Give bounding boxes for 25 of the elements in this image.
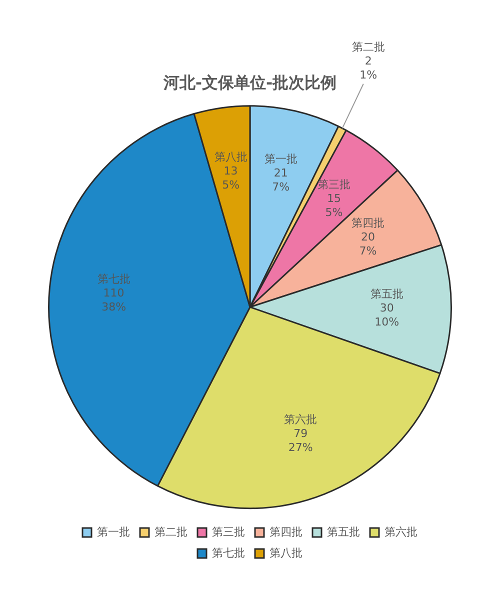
legend-label: 第二批 [154,525,188,538]
data-label: 30 10% [374,301,400,328]
slice-label: 第四批 [352,216,385,230]
slice-label: 第八批 [214,150,248,164]
data-label: 20 7% [359,230,377,258]
data-label: 15 5% [325,192,343,219]
data-label: 110 38% [102,286,126,314]
legend-label: 第一批 [97,525,130,538]
slice-label: 第六批 [284,413,318,426]
data-label: 79 27% [288,427,313,454]
slice-label: 第一批 [264,152,298,166]
data-label: 13 5% [222,164,240,192]
data-label: 2 1% [360,54,378,82]
text: 河北-文保单位-批次比例 [162,72,337,92]
legend-label: 第五批 [327,525,360,538]
slice-label: 第二批 [352,40,385,54]
slice-label: 第五批 [370,287,404,300]
data-label: 21 7% [272,166,290,194]
slice-label: 第七批 [97,272,130,286]
legend-label: 第三批 [212,525,245,538]
slice-label: 第三批 [317,178,350,191]
legend-label: 第七批 [212,546,245,560]
legend-label: 第四批 [270,525,302,538]
legend-label: 第六批 [384,525,418,538]
legend-label: 第八批 [270,546,302,560]
